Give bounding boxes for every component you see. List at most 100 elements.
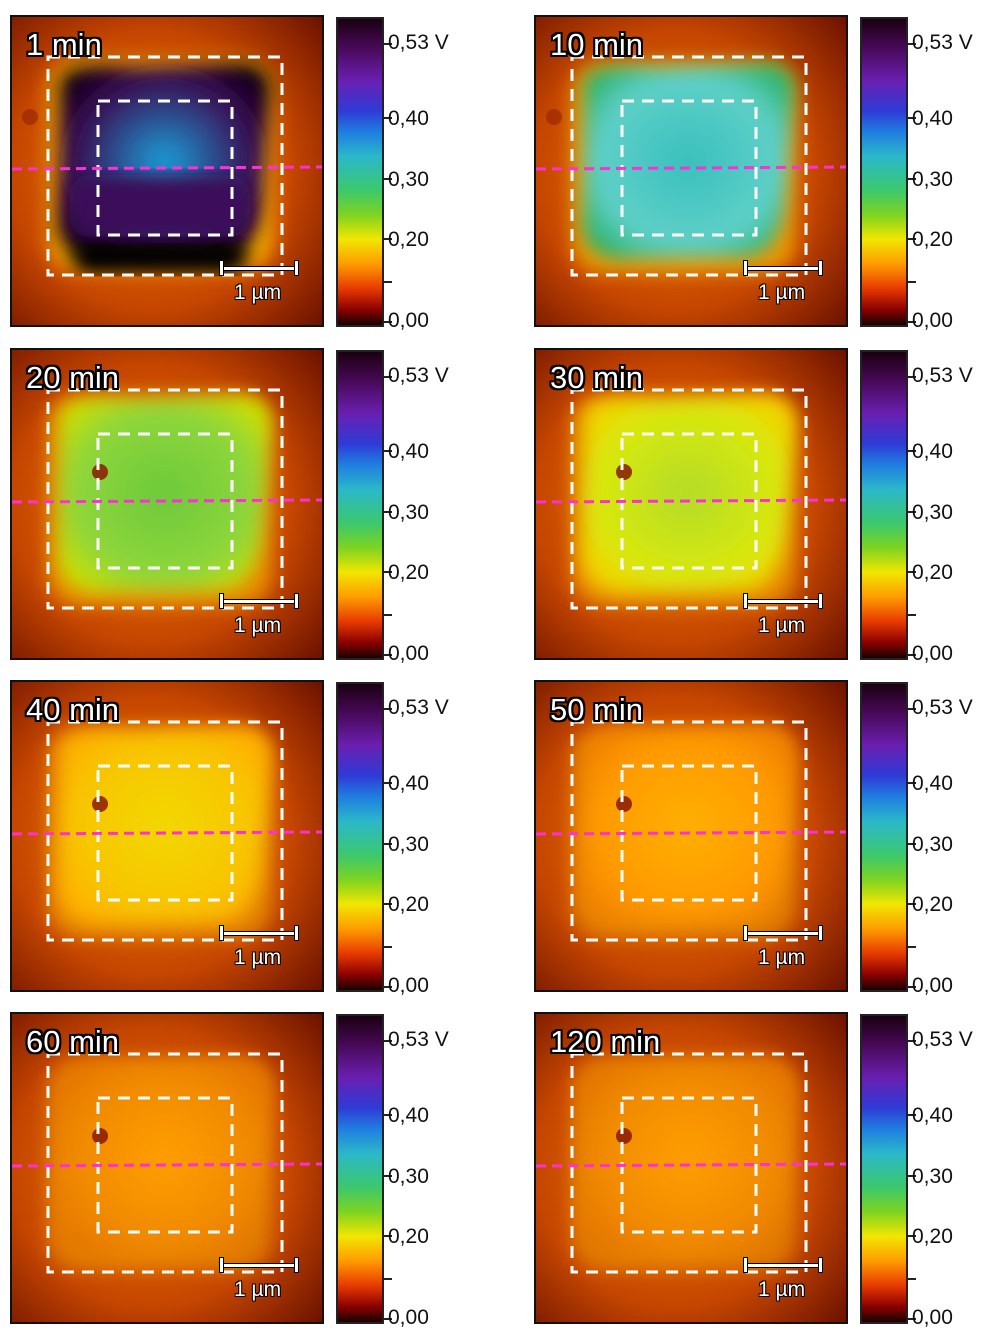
colorbar-tick [906,986,916,988]
potential-map: 40 min 1 µm [10,680,324,992]
time-label: 30 min [550,360,644,395]
colorbar-tick [906,708,916,710]
colorbar-tick-label: 0,53 V [912,696,973,719]
scale-bar [220,1258,298,1272]
colorbar-tick [906,1175,916,1177]
colorbar-tick [906,782,916,784]
colorbar-tick-label: 0,53 V [388,1028,449,1051]
kpfm-panel: 10 min 1 µm 0,53 V 0,40 0,30 0,20 0,00 [534,15,986,335]
colorbar [860,682,908,992]
potential-map: 20 min 1 µm [10,348,324,660]
potential-map: 10 min 1 µm [534,15,848,327]
colorbar-tick [906,281,916,283]
colorbar-tick [906,376,916,378]
colorbar-tick [906,571,916,573]
scale-bar [744,594,822,608]
colorbar-tick-label: 0,00 [912,309,953,332]
colorbar-axis [382,1014,384,1320]
potential-map: 1 min 1 µm [10,15,324,327]
scale-bar [220,926,298,940]
colorbar-tick-label: 0,30 [912,833,953,856]
colorbar-tick-label: 0,30 [912,168,953,191]
time-label: 10 min [550,27,644,62]
colorbar-axis [906,350,908,656]
colorbar-tick [382,986,392,988]
colorbar-tick-label: 0,20 [388,1225,429,1248]
potential-map-image [12,17,322,325]
colorbar-tick [906,1040,916,1042]
colorbar-tick [906,1278,916,1280]
colorbar [336,17,384,327]
time-label: 50 min [550,692,644,727]
colorbar-tick-label: 0,40 [388,107,429,130]
colorbar-tick-label: 0,20 [912,1225,953,1248]
colorbar-tick [906,117,916,119]
colorbar-tick [382,782,392,784]
scale-bar-label: 1 µm [758,1278,806,1301]
colorbar-tick [382,43,392,45]
potential-map: 50 min 1 µm [534,680,848,992]
colorbar-tick [906,450,916,452]
potential-map-image [12,682,322,990]
colorbar-axis [382,682,384,988]
colorbar-tick-label: 0,30 [388,168,429,191]
colorbar-tick-label: 0,30 [388,501,429,524]
colorbar-tick-label: 0,40 [912,107,953,130]
colorbar-tick-label: 0,20 [388,561,429,584]
colorbar-tick [382,708,392,710]
potential-map-image [536,17,846,325]
colorbar-axis [906,682,908,988]
colorbar-tick-label: 0,40 [388,440,429,463]
colorbar-tick [382,614,392,616]
colorbar-tick-label: 0,40 [388,772,429,795]
colorbar-tick-label: 0,30 [388,1165,429,1188]
scale-bar-label: 1 µm [234,946,282,969]
potential-map-image [12,1014,322,1322]
colorbar-axis [906,1014,908,1320]
scale-bar-label: 1 µm [234,1278,282,1301]
kpfm-panel: 30 min 1 µm 0,53 V 0,40 0,30 0,20 0,00 [534,348,986,668]
colorbar-tick-label: 0,30 [912,1165,953,1188]
colorbar-tick [906,511,916,513]
colorbar-tick [382,450,392,452]
kpfm-panel: 50 min 1 µm 0,53 V 0,40 0,30 0,20 0,00 [534,680,986,1000]
scale-bar [744,926,822,940]
colorbar-tick-label: 0,20 [388,228,429,251]
colorbar-tick [906,238,916,240]
time-label: 120 min [550,1024,661,1059]
kpfm-panel: 1 min 1 µm 0,53 V 0,40 0,30 0,20 0,00 [10,15,490,335]
colorbar-tick [906,1114,916,1116]
colorbar [336,682,384,992]
time-label: 40 min [26,692,120,727]
colorbar-tick [906,43,916,45]
colorbar-tick [382,1175,392,1177]
colorbar-tick [906,1235,916,1237]
colorbar-tick [382,511,392,513]
colorbar-tick [906,178,916,180]
colorbar [336,1014,384,1324]
colorbar-tick [382,238,392,240]
colorbar-axis [382,17,384,323]
colorbar-tick [906,903,916,905]
colorbar-tick-label: 0,20 [912,561,953,584]
colorbar-tick [382,1040,392,1042]
colorbar-tick-label: 0,53 V [388,364,449,387]
colorbar-tick [382,117,392,119]
colorbar-axis [382,350,384,656]
colorbar-tick [906,321,916,323]
colorbar-tick-label: 0,30 [388,833,429,856]
colorbar [860,1014,908,1324]
colorbar-tick [382,1235,392,1237]
potential-map: 60 min 1 µm [10,1012,324,1324]
colorbar-tick-label: 0,00 [388,974,429,997]
scale-bar-label: 1 µm [758,946,806,969]
colorbar-tick-label: 0,20 [388,893,429,916]
scale-bar-label: 1 µm [758,281,806,304]
colorbar-tick-label: 0,53 V [388,696,449,719]
colorbar-tick-label: 0,40 [912,440,953,463]
colorbar-axis [906,17,908,323]
colorbar-tick-label: 0,00 [388,1306,429,1329]
colorbar-tick [382,281,392,283]
potential-map: 120 min 1 µm [534,1012,848,1324]
colorbar-tick [906,946,916,948]
